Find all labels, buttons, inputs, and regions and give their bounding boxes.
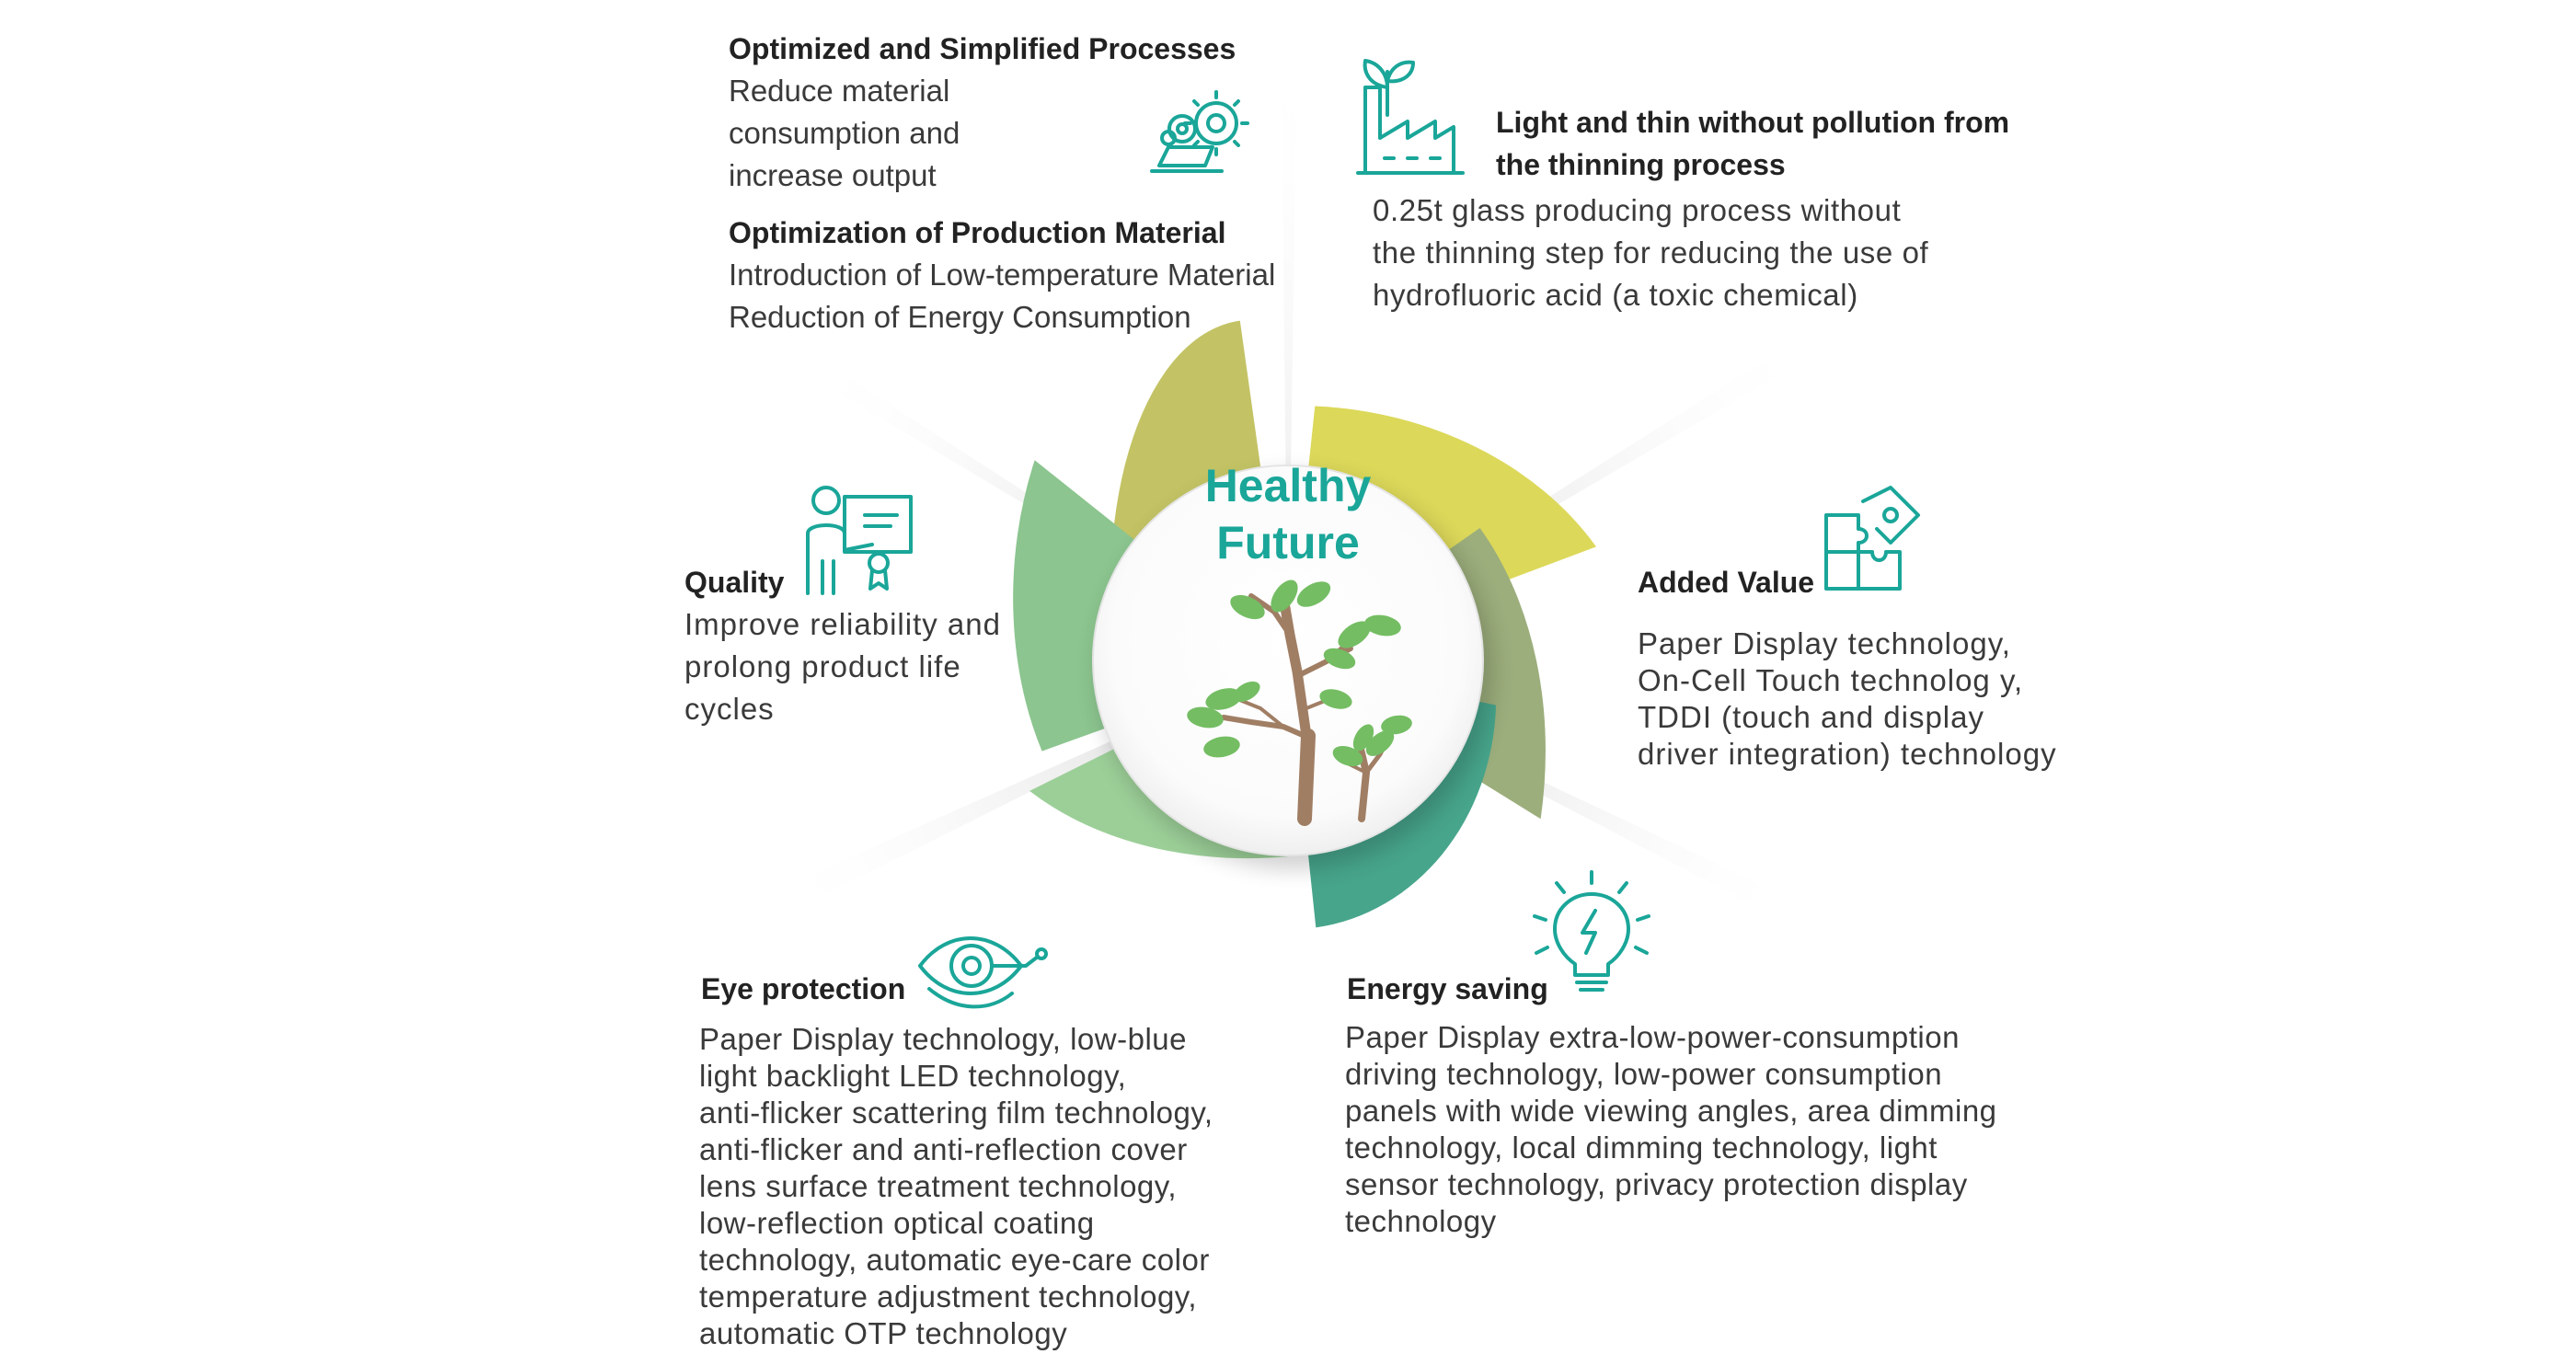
eye-line: low-reflection optical coating [699,1206,1095,1240]
energy-line: sensor technology, privacy protection di… [1345,1167,1968,1201]
quality-line: Improve reliability and [684,607,1001,641]
added-value-section: Added Value [1638,561,2153,603]
material-text: Introduction of Low-temperature Material… [729,254,1317,338]
eye-line: temperature adjustment technology, [699,1279,1198,1314]
quality-text: Improve reliability and prolong product … [684,603,1071,730]
added-value-line: driver integration) technology [1638,737,2057,771]
added-value-body: Paper Display technology, On-Cell Touch … [1638,625,2153,773]
light-thin-text: 0.25t glass producing process without th… [1373,189,1961,316]
eye-section: Eye protection [701,968,1308,1010]
factory-plant-icon [1356,59,1465,175]
eye-line: Paper Display technology, low-blue [699,1022,1187,1056]
eye-text: Paper Display technology, low-blue light… [699,1021,1306,1352]
process-text: Reduce material consumption and increase… [729,70,1317,197]
added-value-line: TDDI (touch and display [1638,700,1984,734]
light-thin-heading: Light and thin without pollution from th… [1496,101,2085,186]
energy-heading: Energy saving [1347,972,1548,1005]
added-value-heading: Added Value [1638,566,1815,599]
energy-section: Energy saving [1347,968,1862,1010]
energy-line: Paper Display extra-low-power-consumptio… [1345,1020,1960,1054]
light-thin-section: Light and thin without pollution from th… [1496,101,2085,186]
eye-line: light backlight LED technology, [699,1059,1127,1093]
material-heading: Optimization of Production Material [729,216,1226,249]
material-line: Reduction of Energy Consumption [729,300,1191,334]
eye-line: technology, automatic eye-care color [699,1243,1210,1277]
light-thin-body: 0.25t glass producing process without th… [1373,189,1961,316]
quality-line: cycles [684,692,775,726]
light-thin-heading-line: the thinning process [1496,148,1786,181]
energy-line: technology, local dimming technology, li… [1345,1130,1938,1165]
eye-heading: Eye protection [701,972,906,1005]
process-section: Optimized and Simplified Processes Reduc… [729,28,1317,197]
eye-body: Paper Display technology, low-blue light… [699,1021,1306,1352]
eye-line: lens surface treatment technology, [699,1169,1177,1203]
eye-line: anti-flicker scattering film technology, [699,1096,1213,1130]
tree-illustration [1187,579,1412,826]
added-value-line: On-Cell Touch technolog y, [1638,663,2024,697]
center-title-line1: Healthy [1205,460,1372,511]
eye-line: anti-flicker and anti-reflection cover [699,1132,1188,1166]
presenter-certificate-icon [806,486,913,595]
quality-section: Quality Improve reliability and prolong … [684,561,1071,730]
center-circle [1092,465,1484,856]
lightbulb-bolt-icon [1533,870,1650,992]
eye-line: automatic OTP technology [699,1316,1068,1350]
material-section: Optimization of Production Material Intr… [729,212,1317,338]
process-heading: Optimized and Simplified Processes [729,32,1236,65]
quality-line: prolong product life [684,649,961,683]
gears-laptop-icon [1150,90,1249,173]
light-thin-line: 0.25t glass producing process without [1373,193,1902,227]
process-line: consumption and [729,116,960,150]
added-value-text: Paper Display technology, On-Cell Touch … [1638,625,2153,773]
light-thin-heading-line: Light and thin without pollution from [1496,106,2010,139]
light-thin-line: the thinning step for reducing the use o… [1373,235,1929,270]
puzzle-icon [1824,486,1920,591]
center-title-line2: Future [1216,517,1360,568]
process-line: Reduce material [729,74,950,108]
energy-line: driving technology, low-power consumptio… [1345,1057,1943,1091]
energy-line: technology [1345,1204,1497,1238]
light-thin-line: hydrofluoric acid (a toxic chemical) [1373,278,1858,312]
energy-body: Paper Display extra-low-power-consumptio… [1345,1019,2081,1240]
added-value-line: Paper Display technology, [1638,626,2011,660]
energy-text: Paper Display extra-low-power-consumptio… [1345,1019,2081,1240]
eye-scan-icon [918,936,1048,1009]
process-line: increase output [729,158,937,192]
energy-line: panels with wide viewing angles, area di… [1345,1094,1997,1128]
material-line: Introduction of Low-temperature Material [729,258,1276,292]
quality-heading: Quality [684,566,785,599]
